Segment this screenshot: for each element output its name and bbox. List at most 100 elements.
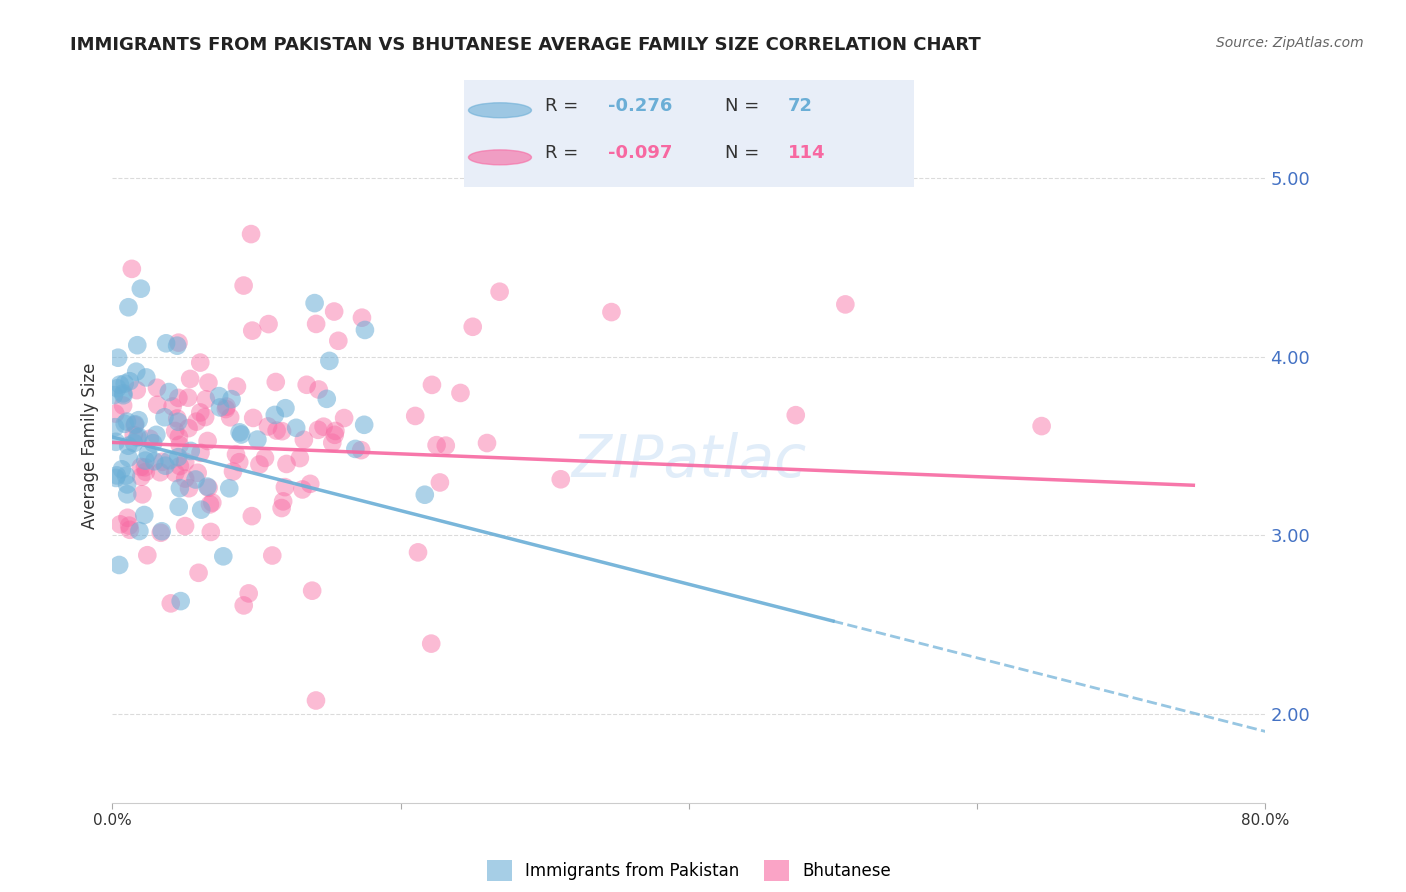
Point (231, 427, 253, 442)
Point (107, 351, 129, 365)
Point (186, 415, 208, 429)
Point (134, 508, 156, 522)
Point (157, 385, 180, 400)
Point (197, 376, 219, 390)
Point (174, 455, 197, 469)
Point (321, 435, 343, 450)
Point (194, 392, 217, 407)
Point (285, 421, 308, 435)
Point (1031, 419, 1053, 434)
Point (328, 334, 350, 348)
Point (128, 524, 150, 538)
Point (307, 423, 329, 437)
Point (305, 693, 328, 707)
Point (266, 424, 288, 438)
Point (263, 408, 285, 422)
Point (108, 558, 131, 572)
Point (128, 430, 150, 444)
Point (226, 379, 249, 393)
Point (200, 524, 222, 539)
Point (108, 517, 131, 532)
Point (127, 430, 149, 444)
Point (190, 446, 212, 460)
Point (125, 383, 148, 397)
Point (225, 448, 247, 462)
Point (270, 501, 292, 516)
Point (131, 487, 153, 501)
Point (112, 399, 135, 413)
Point (122, 436, 145, 450)
Point (129, 469, 152, 483)
Point (292, 433, 315, 447)
Point (117, 450, 139, 465)
Point (188, 405, 211, 419)
Point (434, 439, 457, 453)
Point (276, 457, 298, 471)
Point (117, 510, 139, 524)
Point (177, 481, 200, 495)
Point (111, 462, 134, 476)
Point (264, 375, 287, 389)
Point (105, 381, 128, 395)
Point (208, 401, 231, 415)
Point (406, 545, 429, 559)
Point (426, 438, 449, 452)
Point (475, 436, 498, 450)
Point (834, 297, 856, 311)
Point (128, 413, 150, 427)
Point (190, 502, 212, 516)
Point (150, 524, 173, 539)
Point (188, 355, 211, 369)
Point (257, 317, 280, 331)
Point (167, 430, 190, 444)
Point (308, 383, 330, 397)
Point (222, 465, 245, 479)
Point (344, 442, 367, 456)
Point (155, 458, 177, 473)
Point (219, 410, 242, 425)
Point (354, 323, 377, 337)
Point (271, 494, 294, 508)
Point (291, 483, 314, 497)
Point (333, 411, 356, 425)
Point (129, 282, 152, 296)
Point (129, 459, 152, 474)
Point (304, 296, 326, 310)
Point (114, 417, 136, 431)
Point (246, 433, 269, 447)
Point (180, 444, 202, 458)
Point (301, 583, 323, 598)
Point (404, 409, 426, 423)
Point (215, 402, 238, 417)
Point (312, 419, 335, 434)
Point (274, 401, 297, 416)
Point (118, 523, 141, 537)
Point (228, 425, 250, 440)
Point (197, 434, 219, 448)
Point (262, 549, 284, 563)
Point (600, 305, 623, 319)
Point (461, 319, 484, 334)
Point (201, 495, 224, 509)
Text: 114: 114 (787, 144, 825, 161)
Point (350, 310, 373, 325)
Point (785, 408, 807, 422)
Text: -0.097: -0.097 (607, 144, 672, 161)
Point (136, 548, 159, 562)
Point (221, 392, 243, 406)
Point (146, 398, 169, 412)
Text: R =: R = (546, 144, 583, 161)
Point (429, 475, 451, 490)
Point (195, 480, 218, 494)
Point (165, 424, 187, 438)
Point (323, 304, 346, 318)
Point (139, 432, 162, 446)
Point (105, 468, 128, 483)
Point (232, 599, 254, 613)
Point (122, 428, 145, 442)
Point (488, 285, 510, 299)
Point (124, 417, 146, 432)
Point (112, 388, 135, 402)
Point (215, 400, 238, 414)
Point (208, 389, 231, 403)
